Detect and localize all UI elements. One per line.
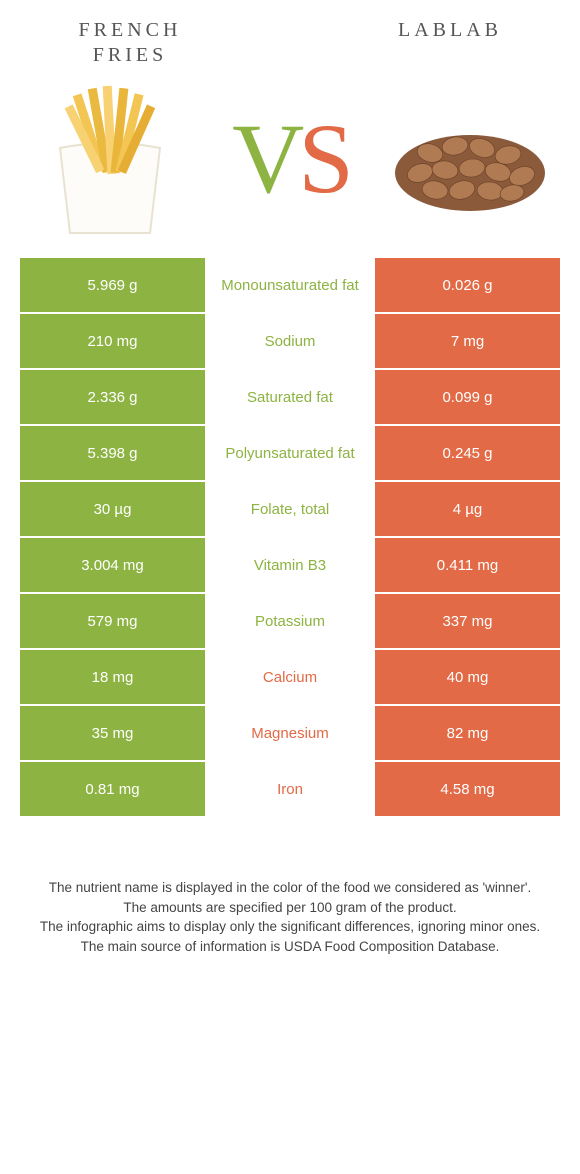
nutrient-name: Calcium [205, 650, 375, 704]
right-value: 7 mg [375, 314, 560, 368]
right-value: 0.411 mg [375, 538, 560, 592]
right-value: 82 mg [375, 706, 560, 760]
right-food-title: LABLAB [350, 18, 550, 68]
left-value: 30 µg [20, 482, 205, 536]
nutrient-name: Polyunsaturated fat [205, 426, 375, 480]
table-row: 35 mgMagnesium82 mg [20, 706, 560, 762]
nutrient-name: Sodium [205, 314, 375, 368]
table-row: 18 mgCalcium40 mg [20, 650, 560, 706]
nutrient-name: Saturated fat [205, 370, 375, 424]
left-value: 5.969 g [20, 258, 205, 312]
right-value: 0.026 g [375, 258, 560, 312]
nutrient-name: Potassium [205, 594, 375, 648]
header: FRENCHFRIES LABLAB [0, 0, 580, 68]
table-row: 0.81 mgIron4.58 mg [20, 762, 560, 818]
vs-v: V [232, 101, 298, 216]
footnote-line: The main source of information is USDA F… [30, 937, 550, 957]
table-row: 5.398 gPolyunsaturated fat0.245 g [20, 426, 560, 482]
right-value: 40 mg [375, 650, 560, 704]
left-food-title: FRENCHFRIES [30, 18, 230, 68]
left-value: 2.336 g [20, 370, 205, 424]
beans-image [390, 78, 550, 238]
footnote: The nutrient name is displayed in the co… [0, 818, 580, 986]
nutrient-table: 5.969 gMonounsaturated fat0.026 g210 mgS… [0, 258, 580, 818]
table-row: 3.004 mgVitamin B30.411 mg [20, 538, 560, 594]
nutrient-name: Folate, total [205, 482, 375, 536]
left-value: 579 mg [20, 594, 205, 648]
hero-row: VS [0, 68, 580, 258]
nutrient-name: Iron [205, 762, 375, 816]
nutrient-name: Vitamin B3 [205, 538, 375, 592]
table-row: 5.969 gMonounsaturated fat0.026 g [20, 258, 560, 314]
footnote-line: The nutrient name is displayed in the co… [30, 878, 550, 898]
right-value: 0.245 g [375, 426, 560, 480]
fries-image [30, 78, 190, 238]
left-value: 5.398 g [20, 426, 205, 480]
right-value: 0.099 g [375, 370, 560, 424]
left-value: 35 mg [20, 706, 205, 760]
right-value: 4 µg [375, 482, 560, 536]
table-row: 210 mgSodium7 mg [20, 314, 560, 370]
nutrient-name: Magnesium [205, 706, 375, 760]
right-value: 337 mg [375, 594, 560, 648]
vs-s: S [298, 101, 348, 216]
left-value: 3.004 mg [20, 538, 205, 592]
table-row: 579 mgPotassium337 mg [20, 594, 560, 650]
table-row: 30 µgFolate, total4 µg [20, 482, 560, 538]
nutrient-name: Monounsaturated fat [205, 258, 375, 312]
vs-label: VS [232, 101, 348, 216]
left-value: 18 mg [20, 650, 205, 704]
footnote-line: The infographic aims to display only the… [30, 917, 550, 937]
left-value: 210 mg [20, 314, 205, 368]
left-value: 0.81 mg [20, 762, 205, 816]
table-row: 2.336 gSaturated fat0.099 g [20, 370, 560, 426]
footnote-line: The amounts are specified per 100 gram o… [30, 898, 550, 918]
right-value: 4.58 mg [375, 762, 560, 816]
